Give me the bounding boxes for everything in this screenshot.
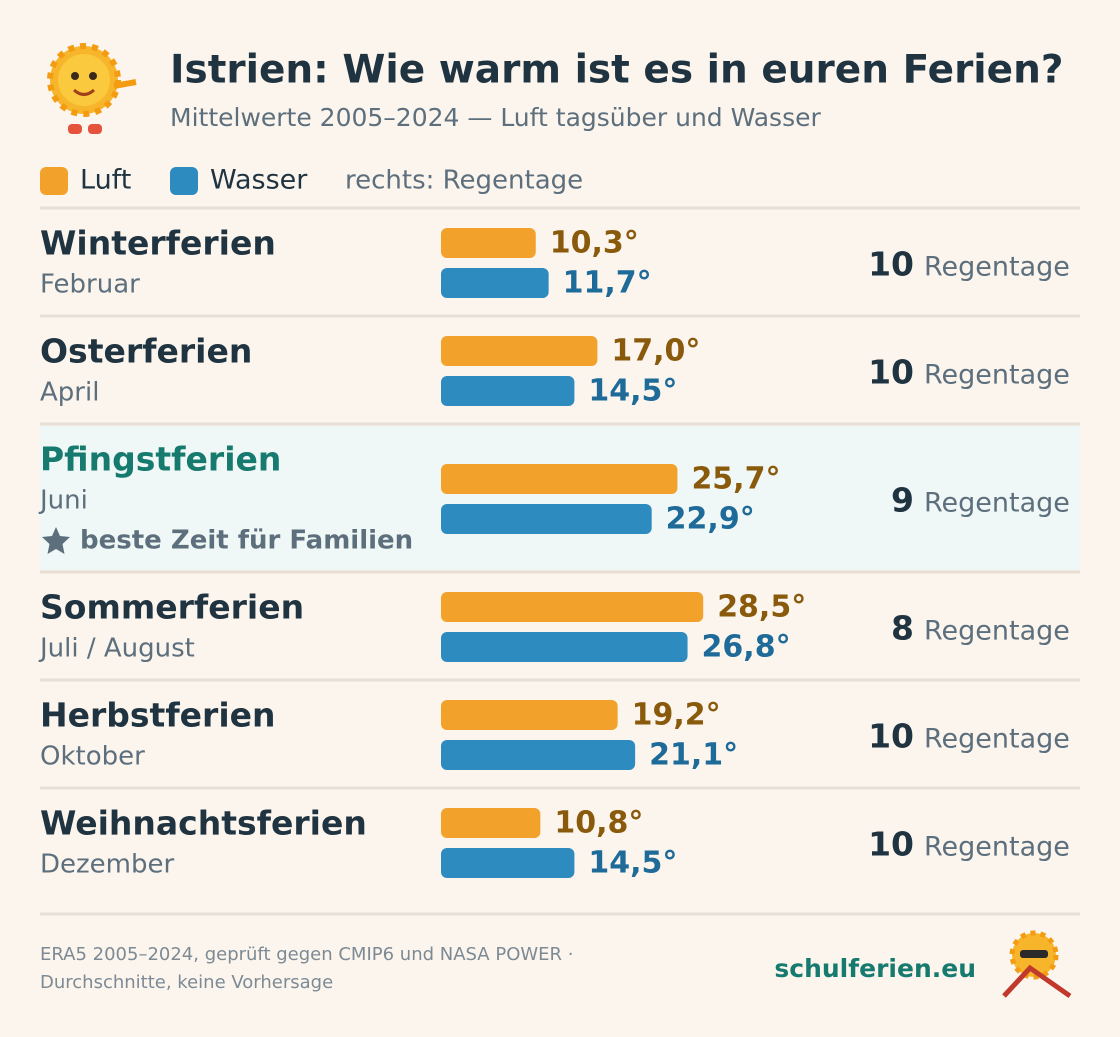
rain-days: 10 [868,717,914,756]
legend-note: rechts: Regentage [345,166,583,196]
value-label: 28,5° [717,590,806,625]
value-label: 14,5° [588,374,677,409]
rain-days: 8 [891,609,914,648]
rain-days: 10 [868,825,914,864]
rain-label: Regentage [924,488,1070,519]
value-label: 22,9° [666,502,755,537]
value-label: 14,5° [588,846,677,881]
bar [441,632,688,662]
category-name: Pfingstferien [40,440,281,479]
legend-label: Wasser [210,165,308,196]
rain-label: Regentage [924,724,1070,755]
category-subtitle: Februar [40,270,140,300]
bar [441,504,652,534]
note: beste Zeit für Familien [80,526,413,556]
rain-days: 9 [891,481,914,520]
value-label: 17,0° [611,334,700,369]
subtitle: Mittelwerte 2005–2024 — Luft tagsüber un… [170,103,821,132]
bar [441,592,704,622]
value-label: 21,1° [649,738,738,773]
bar [441,848,575,878]
title: Istrien: Wie warm ist es in euren Ferien… [170,48,1064,93]
bar [441,808,541,838]
sun-icon [47,43,137,134]
bar [441,740,636,770]
value-label: 10,3° [550,226,639,261]
value-label: 11,7° [563,266,652,301]
value-label: 10,8° [554,806,643,841]
category-subtitle: Juni [38,486,88,516]
legend-swatch [170,167,198,195]
value-label: 19,2° [632,698,721,733]
highlight-row [40,426,1080,570]
category-name: Osterferien [40,332,252,371]
bar [441,336,598,366]
rain-label: Regentage [924,252,1070,283]
brand: schulferien.eu [774,954,976,983]
category-name: Winterferien [40,224,276,263]
category-subtitle: Juli / August [38,634,195,664]
category-subtitle: Oktober [40,742,145,772]
star-icon [42,527,70,554]
category-name: Sommerferien [40,588,304,627]
bar [441,700,618,730]
bar [441,228,536,258]
legend-label: Luft [80,165,131,196]
source-line: Durchschnitte, keine Vorhersage [40,972,333,993]
rain-days: 10 [868,245,914,284]
category-name: Herbstferien [40,696,276,735]
category-subtitle: Dezember [40,850,174,880]
category-subtitle: April [40,378,99,408]
bar [441,268,549,298]
value-label: 25,7° [691,462,780,497]
category-name: Weihnachtsferien [40,804,367,843]
bar [441,376,575,406]
legend-swatch [40,167,68,195]
value-label: 26,8° [702,630,791,665]
rain-label: Regentage [924,832,1070,863]
rain-label: Regentage [924,616,1070,647]
source-line: ERA5 2005–2024, geprüft gegen CMIP6 und … [40,944,573,965]
rain-label: Regentage [924,360,1070,391]
sun-chair-icon [1002,930,1072,999]
bar [441,464,678,494]
rain-days: 10 [868,353,914,392]
